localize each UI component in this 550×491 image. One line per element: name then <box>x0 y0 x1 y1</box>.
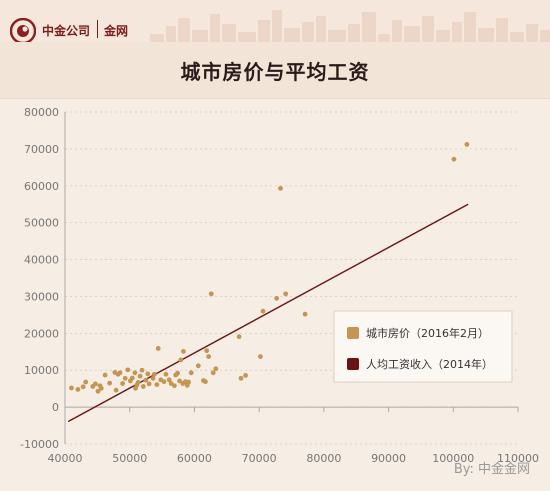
x-tick-label: 50000 <box>112 452 147 465</box>
scatter-point <box>83 379 89 385</box>
x-tick-label: 70000 <box>242 452 277 465</box>
brand-subtitle: 金网 <box>104 24 129 38</box>
scatter-point <box>206 354 212 359</box>
scatter-point <box>107 380 113 386</box>
scatter-point <box>151 371 157 377</box>
legend-label: 人均工资收入（2014年） <box>366 357 493 371</box>
scatter-point <box>163 371 169 377</box>
scatter-point <box>117 370 123 376</box>
scatter-point <box>236 334 242 340</box>
scatter-point <box>155 346 161 351</box>
x-tick-label: 110000 <box>497 452 539 465</box>
x-tick-label: 60000 <box>177 452 212 465</box>
scatter-point <box>177 378 182 384</box>
scatter-point <box>154 382 160 388</box>
scatter-point <box>135 379 141 385</box>
brand-name: 中金公司 <box>42 24 91 38</box>
scatter-point <box>113 387 119 393</box>
scatter-point <box>139 367 145 373</box>
scatter-point <box>278 185 283 191</box>
scatter-point <box>195 363 201 369</box>
x-tick-label: 90000 <box>371 452 406 465</box>
y-tick-label: 20000 <box>24 327 59 340</box>
x-tick-label: 80000 <box>306 452 341 465</box>
scatter-point <box>93 381 98 387</box>
scatter-point <box>120 381 125 386</box>
scatter-point <box>464 142 470 147</box>
legend-swatch <box>347 358 359 370</box>
scatter-point <box>143 377 149 383</box>
y-tick-label: 70000 <box>24 143 59 156</box>
scatter-point <box>132 370 138 376</box>
scatter-point <box>213 366 219 372</box>
legend-label: 城市房价（2016年2月） <box>366 326 489 340</box>
scatter-point <box>208 291 214 297</box>
scatter-point <box>95 388 101 394</box>
scatter-point <box>243 372 248 378</box>
scatter-point <box>122 375 128 381</box>
y-tick-label: -10000 <box>20 438 59 451</box>
y-tick-label: 0 <box>52 401 59 414</box>
y-tick-label: 10000 <box>24 364 59 377</box>
scatter-point <box>145 371 151 377</box>
scatter-point <box>161 379 167 385</box>
scatter-point <box>140 384 146 389</box>
scatter-point <box>283 291 289 297</box>
scatter-point <box>302 311 308 317</box>
y-tick-label: 80000 <box>24 106 59 119</box>
scatter-point <box>129 375 135 381</box>
brand-divider <box>97 20 98 38</box>
legend-box <box>333 310 513 383</box>
scatter-point <box>171 383 177 389</box>
scatter-point <box>98 385 104 391</box>
scatter-point <box>258 354 263 359</box>
scatter-point <box>178 357 184 363</box>
scatter-point <box>150 375 156 381</box>
source-credit: By: 中金金网 <box>453 462 530 477</box>
scatter-point <box>204 348 210 354</box>
scatter-point <box>451 156 457 162</box>
y-tick-label: 50000 <box>24 217 59 230</box>
x-tick-label: 100000 <box>432 452 474 465</box>
page-title: 城市房价与平均工资 <box>180 60 370 84</box>
scatter-point <box>125 367 131 373</box>
scatter-point <box>188 370 194 376</box>
scatter-point <box>69 385 74 391</box>
scatter-point <box>238 375 244 381</box>
x-tick-label: 40000 <box>48 452 83 465</box>
scatter-point <box>260 308 266 314</box>
scatter-point <box>166 377 172 383</box>
scatter-point <box>274 295 280 301</box>
y-tick-label: 30000 <box>24 290 59 303</box>
y-tick-label: 60000 <box>24 180 59 193</box>
scatter-point <box>186 379 192 385</box>
scatter-point <box>102 372 108 378</box>
scatter-point <box>210 370 216 376</box>
legend-swatch <box>347 327 359 339</box>
scatter-point <box>137 373 143 379</box>
scatter-point <box>146 381 152 387</box>
scatter-point <box>80 384 86 390</box>
scatter-point <box>175 370 181 376</box>
y-tick-label: 40000 <box>24 254 59 267</box>
scatter-point <box>181 349 186 354</box>
scatter-point <box>75 387 81 392</box>
title-band: 城市房价与平均工资 <box>0 42 550 99</box>
scatter-point <box>203 379 208 385</box>
